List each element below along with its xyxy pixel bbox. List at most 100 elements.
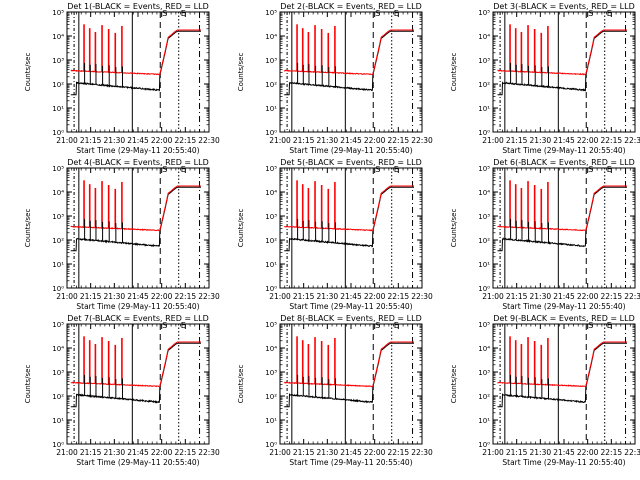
y-tick-label: 10³: [265, 213, 277, 221]
events-series-line: [284, 342, 414, 408]
events-series-line: [284, 30, 414, 96]
y-axis-label: Counts/sec: [237, 209, 245, 248]
y-tick-label: 10⁴: [265, 33, 277, 41]
x-tick-label: 22:15: [601, 292, 623, 301]
x-tick-label: 22:30: [411, 292, 433, 301]
events-series-line: [70, 186, 201, 252]
y-tick-label: 10⁴: [265, 189, 277, 197]
x-tick-label: 21:45: [340, 292, 362, 301]
y-tick-label: 10⁰: [265, 129, 277, 137]
x-tick-label: 21:15: [506, 136, 528, 145]
x-tick-label: 21:15: [80, 448, 102, 457]
y-tick-label: 10⁴: [52, 345, 64, 353]
marker-label-s: S: [162, 9, 167, 18]
x-tick-label: 21:45: [127, 448, 149, 457]
y-tick-label: 10³: [52, 369, 64, 377]
x-tick-label: 22:15: [175, 136, 197, 145]
y-tick-label: 10⁵: [265, 9, 277, 17]
x-tick-label: 21:00: [269, 136, 291, 145]
panel-title: Det 1(-BLACK = Events, RED = LLD: [67, 2, 208, 11]
y-tick-label: 10⁰: [52, 441, 64, 449]
x-axis-label: Start Time (29-May-11 20:55:40): [76, 146, 199, 155]
x-tick-label: 21:45: [553, 136, 575, 145]
x-tick-label: 21:15: [80, 136, 102, 145]
marker-label-s: S: [375, 165, 380, 174]
x-axis-label: Start Time (29-May-11 20:55:40): [289, 146, 412, 155]
lld-series-line: [283, 29, 414, 76]
x-tick-label: 21:00: [482, 136, 504, 145]
x-tick-label: 21:30: [530, 136, 552, 145]
y-tick-label: 10⁰: [478, 285, 490, 293]
x-axis-label: Start Time (29-May-11 20:55:40): [502, 458, 625, 467]
y-tick-label: 10²: [478, 81, 490, 89]
y-tick-label: 10⁰: [265, 441, 277, 449]
lld-series-line: [497, 29, 627, 76]
x-tick-label: 21:30: [530, 292, 552, 301]
x-tick-label: 21:00: [56, 136, 78, 145]
marker-label-s: S: [588, 165, 593, 174]
x-tick-label: 21:15: [506, 292, 528, 301]
events-series-line: [70, 30, 201, 96]
y-axis-label: Counts/sec: [450, 209, 458, 248]
y-tick-label: 10³: [478, 369, 490, 377]
events-series-line: [497, 186, 627, 252]
marker-label-e: E: [181, 165, 186, 174]
x-tick-label: 22:00: [364, 448, 386, 457]
x-tick-label: 22:30: [411, 448, 433, 457]
lld-series-line: [497, 185, 627, 232]
y-tick-label: 10⁵: [52, 9, 64, 17]
x-tick-label: 21:30: [317, 136, 339, 145]
x-tick-label: 22:00: [151, 136, 173, 145]
x-tick-label: 21:45: [553, 292, 575, 301]
marker-label-s: S: [588, 9, 593, 18]
lld-series-line: [70, 341, 201, 388]
y-tick-label: 10⁴: [478, 189, 490, 197]
events-series-line: [497, 30, 627, 96]
x-tick-label: 22:30: [198, 136, 220, 145]
x-tick-label: 21:15: [506, 448, 528, 457]
y-tick-label: 10¹: [52, 417, 64, 425]
x-axis-label: Start Time (29-May-11 20:55:40): [76, 458, 199, 467]
y-tick-label: 10⁵: [478, 9, 490, 17]
x-tick-label: 22:00: [577, 448, 599, 457]
y-tick-label: 10⁵: [478, 321, 490, 329]
y-tick-label: 10⁵: [265, 165, 277, 173]
y-axis-label: Counts/sec: [450, 365, 458, 404]
y-tick-label: 10⁵: [478, 165, 490, 173]
y-tick-label: 10²: [265, 81, 277, 89]
y-tick-label: 10⁴: [478, 345, 490, 353]
y-tick-label: 10³: [52, 213, 64, 221]
y-tick-label: 10¹: [265, 105, 277, 113]
y-tick-label: 10³: [265, 57, 277, 65]
y-axis-label: Counts/sec: [24, 209, 32, 248]
events-series-line: [70, 342, 201, 408]
x-tick-label: 22:15: [175, 292, 197, 301]
y-tick-label: 10⁵: [265, 321, 277, 329]
x-tick-label: 22:30: [411, 136, 433, 145]
marker-label-s: S: [375, 9, 380, 18]
x-tick-label: 21:45: [553, 448, 575, 457]
x-tick-label: 21:00: [56, 448, 78, 457]
marker-label-s: S: [162, 321, 167, 330]
y-tick-label: 10³: [265, 369, 277, 377]
x-tick-label: 22:00: [364, 136, 386, 145]
x-tick-label: 21:45: [340, 136, 362, 145]
x-tick-label: 21:45: [127, 292, 149, 301]
marker-label-s: S: [162, 165, 167, 174]
x-tick-label: 22:30: [198, 448, 220, 457]
y-axis-label: Counts/sec: [237, 365, 245, 404]
x-axis-label: Start Time (29-May-11 20:55:40): [289, 302, 412, 311]
x-tick-label: 21:45: [127, 136, 149, 145]
y-axis-label: Counts/sec: [24, 365, 32, 404]
x-axis-label: Start Time (29-May-11 20:55:40): [502, 146, 625, 155]
lld-series-line: [284, 341, 414, 388]
panel-title: Det 6(-BLACK = Events, RED = LLD: [493, 158, 634, 167]
y-tick-label: 10⁰: [52, 285, 64, 293]
marker-label-e: E: [607, 321, 612, 330]
